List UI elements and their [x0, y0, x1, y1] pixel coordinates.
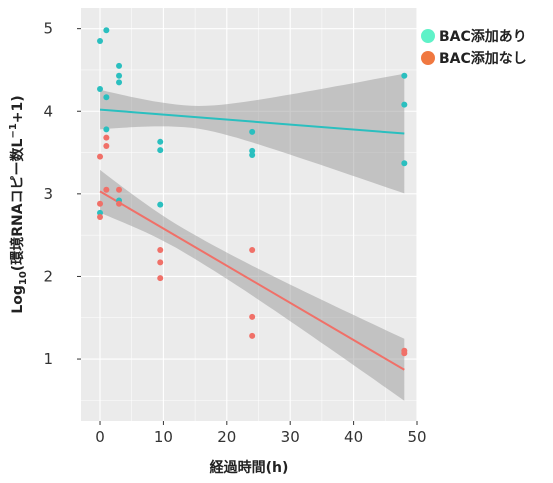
data-point — [97, 153, 104, 160]
x-tick-label: 20 — [217, 428, 236, 446]
legend-label-1: BAC添加なし — [439, 50, 527, 67]
confidence-band-1 — [100, 169, 405, 401]
legend-key-0 — [421, 29, 435, 43]
fit-line-0 — [99, 108, 405, 135]
y-tick-label: 1 — [43, 350, 53, 368]
y-tick-label: 2 — [43, 267, 53, 285]
data-point — [401, 72, 408, 79]
fit-line-1 — [99, 190, 405, 371]
data-point — [103, 126, 110, 133]
data-point — [97, 200, 104, 207]
x-tick-label: 40 — [344, 428, 363, 446]
data-point — [157, 275, 164, 282]
x-axis-label: 経過時間(h) — [210, 459, 289, 476]
data-point — [157, 138, 164, 145]
data-points — [97, 27, 408, 357]
data-point — [103, 142, 110, 149]
legend: BAC添加あり BAC添加なし — [421, 28, 527, 67]
data-point — [103, 186, 110, 193]
y-axis-label-sub: 10 — [18, 271, 29, 285]
data-point — [249, 152, 256, 159]
data-point — [97, 38, 104, 45]
data-point — [103, 134, 110, 141]
y-tick-labels: 1 2 3 4 5 — [43, 20, 81, 368]
x-tick-label: 30 — [281, 428, 300, 446]
data-point — [97, 213, 104, 220]
data-point — [116, 62, 123, 69]
data-point — [97, 85, 104, 92]
y-tick-label: 5 — [43, 20, 53, 38]
data-point — [103, 27, 110, 34]
data-point — [157, 247, 164, 254]
y-tick-label: 4 — [43, 102, 53, 120]
data-point — [157, 259, 164, 266]
x-tick-label: 50 — [407, 428, 426, 446]
data-point — [401, 101, 408, 108]
data-point — [97, 209, 104, 216]
x-tick-labels: 0 10 20 30 40 50 — [95, 421, 427, 446]
y-tick-label: 3 — [43, 185, 53, 203]
y-axis-label-end: +1) — [10, 95, 26, 123]
data-point — [249, 147, 256, 154]
fit-lines — [99, 108, 405, 371]
legend-key-1 — [421, 51, 435, 65]
y-axis-label-sup: −1 — [8, 123, 19, 138]
data-point — [249, 247, 256, 254]
data-point — [157, 147, 164, 154]
data-point — [116, 72, 123, 79]
data-point — [157, 201, 164, 208]
data-point — [401, 350, 408, 357]
data-point — [116, 79, 123, 86]
data-point — [401, 160, 408, 167]
data-point — [249, 128, 256, 135]
y-axis-label-base: Log — [10, 285, 26, 314]
y-axis-label-rest: (環境RNAコピー数L — [9, 138, 26, 271]
x-tick-label: 10 — [154, 428, 173, 446]
x-tick-label: 0 — [95, 428, 105, 446]
legend-label-0: BAC添加あり — [439, 28, 527, 45]
data-point — [249, 332, 256, 339]
data-point — [116, 186, 123, 193]
data-point — [116, 200, 123, 207]
gridlines — [81, 8, 418, 421]
y-axis-label: Log10(環境RNAコピー数L−1+1) — [8, 95, 29, 313]
data-point — [249, 313, 256, 320]
data-point — [103, 94, 110, 101]
